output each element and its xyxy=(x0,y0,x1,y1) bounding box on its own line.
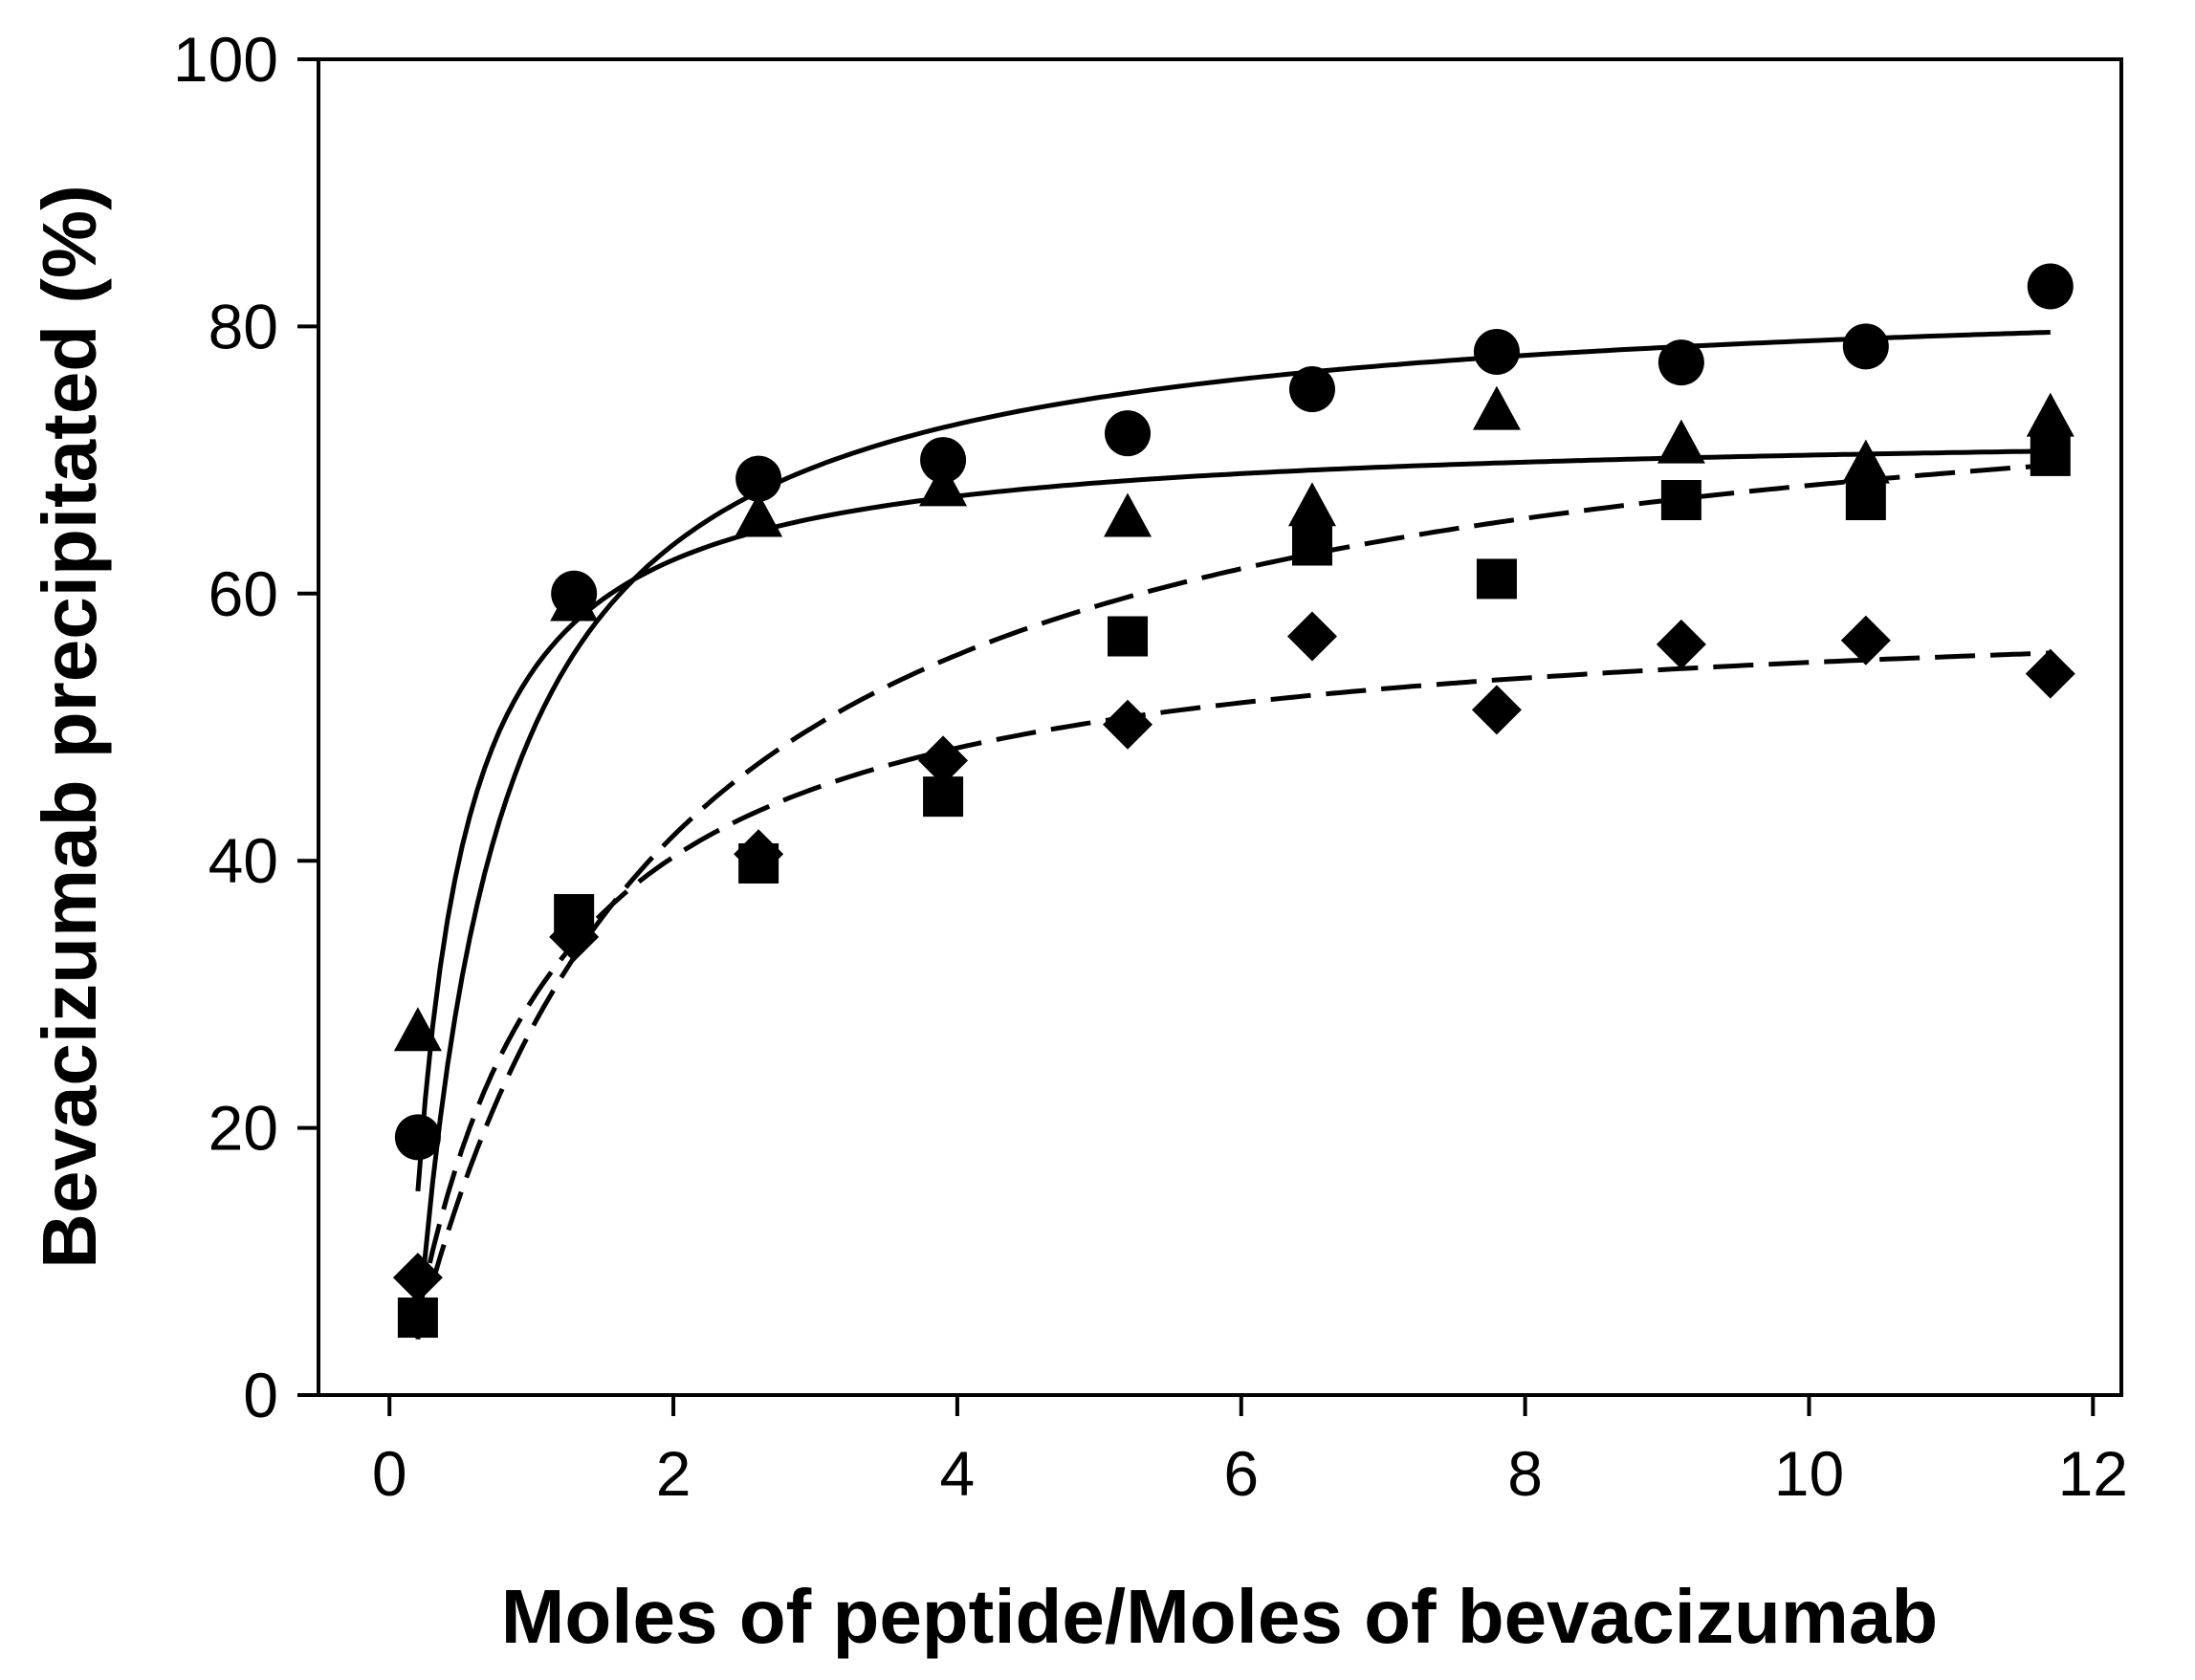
diamond-marker xyxy=(392,1253,443,1303)
x-tick-label: 12 xyxy=(2058,1438,2128,1509)
fit-curve-1 xyxy=(415,330,2051,1340)
triangle-marker xyxy=(1472,385,1521,430)
circle-marker xyxy=(1105,410,1152,457)
data-markers xyxy=(392,263,2075,1338)
triangle-marker xyxy=(1841,439,1890,484)
y-tick-label: 0 xyxy=(243,1360,278,1430)
diamond-marker xyxy=(1286,611,1337,662)
square-marker xyxy=(2030,435,2071,476)
diamond-marker xyxy=(1471,685,1522,735)
triangle-marker xyxy=(1657,419,1705,464)
y-axis-title: Bevacizumab precipitated (%) xyxy=(27,185,112,1269)
y-tick-label: 60 xyxy=(209,558,278,629)
square-marker xyxy=(397,1297,438,1338)
square-marker xyxy=(1845,480,1886,521)
fit-curve-4 xyxy=(415,650,2051,1319)
square-marker xyxy=(1476,558,1517,600)
triangle-marker xyxy=(2026,392,2074,437)
circle-marker xyxy=(1288,366,1335,413)
diamond-marker xyxy=(734,829,784,880)
fit-curve-3 xyxy=(415,462,2051,1338)
circle-marker xyxy=(1842,323,1889,370)
x-tick-label: 0 xyxy=(372,1438,407,1509)
x-axis-title: Moles of peptide/Moles of bevacizumab xyxy=(501,1574,1938,1659)
circle-marker xyxy=(735,455,782,502)
diamond-marker xyxy=(918,735,969,786)
triangle-marker xyxy=(393,1007,442,1052)
circle-marker xyxy=(920,437,967,484)
y-tick-label: 40 xyxy=(209,825,278,896)
square-marker xyxy=(1108,616,1149,657)
x-tick-label: 6 xyxy=(1223,1438,1259,1509)
circle-marker xyxy=(2027,263,2074,310)
triangle-marker xyxy=(1287,482,1336,527)
triangle-marker xyxy=(919,462,968,507)
y-tick-label: 80 xyxy=(209,291,278,361)
square-marker xyxy=(1291,525,1332,566)
diamond-marker xyxy=(1103,699,1153,750)
square-marker xyxy=(1660,480,1701,521)
circle-marker xyxy=(1657,339,1704,386)
y-tick-label: 20 xyxy=(209,1093,278,1164)
diamond-marker xyxy=(1840,615,1891,665)
axis-ticks xyxy=(297,57,2096,1416)
triangle-marker xyxy=(550,577,599,622)
x-tick-label: 10 xyxy=(1774,1438,1844,1509)
diamond-marker xyxy=(2025,648,2075,699)
diamond-marker xyxy=(1656,619,1706,669)
triangle-marker xyxy=(735,492,783,537)
fit-curves xyxy=(415,330,2051,1340)
circle-marker xyxy=(394,1114,441,1161)
circle-marker xyxy=(1473,328,1520,375)
y-tick-label: 100 xyxy=(173,24,278,95)
diamond-marker xyxy=(549,911,600,962)
triangle-marker xyxy=(1104,492,1152,537)
fit-curve-2 xyxy=(415,448,2051,1192)
plot-frame xyxy=(317,57,2123,1397)
x-tick-label: 2 xyxy=(656,1438,691,1509)
axis-tick-labels: 0 2 4 6 8 10 12 0 20 40 60 80 100 xyxy=(173,24,2128,1509)
x-tick-label: 8 xyxy=(1507,1438,1543,1509)
x-tick-label: 4 xyxy=(940,1438,976,1509)
